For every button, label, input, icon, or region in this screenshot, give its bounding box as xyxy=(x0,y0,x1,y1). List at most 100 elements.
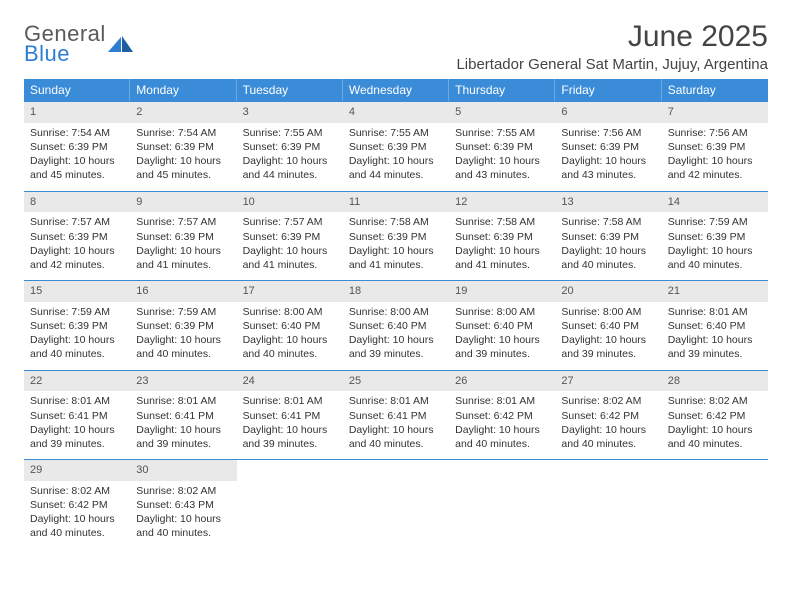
sunrise-text: Sunrise: 7:56 AM xyxy=(668,126,762,140)
day-body: Sunrise: 8:01 AMSunset: 6:41 PMDaylight:… xyxy=(343,394,449,451)
sail-icon xyxy=(108,34,134,54)
sunrise-text: Sunrise: 7:55 AM xyxy=(455,126,549,140)
daylight-text: Daylight: 10 hours xyxy=(561,423,655,437)
brand-name: General Blue xyxy=(24,24,106,64)
day-number: 12 xyxy=(449,192,555,213)
daylight-text: and 39 minutes. xyxy=(30,437,124,451)
daylight-text: and 39 minutes. xyxy=(243,437,337,451)
weekday-header: Wednesday xyxy=(343,79,449,101)
sunrise-text: Sunrise: 7:57 AM xyxy=(136,215,230,229)
sunrise-text: Sunrise: 7:55 AM xyxy=(349,126,443,140)
day-body: Sunrise: 7:59 AMSunset: 6:39 PMDaylight:… xyxy=(130,305,236,362)
sunrise-text: Sunrise: 7:58 AM xyxy=(455,215,549,229)
daylight-text: and 42 minutes. xyxy=(30,258,124,272)
sunrise-text: Sunrise: 8:00 AM xyxy=(349,305,443,319)
day-body: Sunrise: 7:57 AMSunset: 6:39 PMDaylight:… xyxy=(237,215,343,272)
daylight-text: and 40 minutes. xyxy=(30,526,124,540)
sunrise-text: Sunrise: 7:58 AM xyxy=(561,215,655,229)
day-body: Sunrise: 8:00 AMSunset: 6:40 PMDaylight:… xyxy=(237,305,343,362)
sunset-text: Sunset: 6:39 PM xyxy=(30,230,124,244)
day-number: 20 xyxy=(555,281,661,302)
daylight-text: and 40 minutes. xyxy=(668,437,762,451)
day-cell xyxy=(555,460,661,549)
sunrise-text: Sunrise: 7:57 AM xyxy=(243,215,337,229)
day-number: 14 xyxy=(662,192,768,213)
daylight-text: Daylight: 10 hours xyxy=(349,333,443,347)
daylight-text: Daylight: 10 hours xyxy=(30,512,124,526)
day-cell: 1Sunrise: 7:54 AMSunset: 6:39 PMDaylight… xyxy=(24,102,130,191)
weekday-header: Thursday xyxy=(449,79,555,101)
sunrise-text: Sunrise: 8:01 AM xyxy=(30,394,124,408)
day-cell: 29Sunrise: 8:02 AMSunset: 6:42 PMDayligh… xyxy=(24,460,130,549)
daylight-text: and 39 minutes. xyxy=(561,347,655,361)
sunset-text: Sunset: 6:39 PM xyxy=(561,140,655,154)
daylight-text: and 39 minutes. xyxy=(136,437,230,451)
daylight-text: Daylight: 10 hours xyxy=(30,244,124,258)
day-cell: 25Sunrise: 8:01 AMSunset: 6:41 PMDayligh… xyxy=(343,371,449,460)
day-body: Sunrise: 7:55 AMSunset: 6:39 PMDaylight:… xyxy=(449,126,555,183)
day-body: Sunrise: 8:02 AMSunset: 6:42 PMDaylight:… xyxy=(662,394,768,451)
daylight-text: Daylight: 10 hours xyxy=(30,154,124,168)
day-body: Sunrise: 7:55 AMSunset: 6:39 PMDaylight:… xyxy=(237,126,343,183)
day-cell: 22Sunrise: 8:01 AMSunset: 6:41 PMDayligh… xyxy=(24,371,130,460)
day-cell: 12Sunrise: 7:58 AMSunset: 6:39 PMDayligh… xyxy=(449,192,555,281)
daylight-text: Daylight: 10 hours xyxy=(455,333,549,347)
day-body: Sunrise: 7:57 AMSunset: 6:39 PMDaylight:… xyxy=(130,215,236,272)
sunrise-text: Sunrise: 8:01 AM xyxy=(455,394,549,408)
sunrise-text: Sunrise: 8:02 AM xyxy=(136,484,230,498)
week-row: 8Sunrise: 7:57 AMSunset: 6:39 PMDaylight… xyxy=(24,191,768,281)
daylight-text: Daylight: 10 hours xyxy=(136,423,230,437)
sunset-text: Sunset: 6:39 PM xyxy=(455,230,549,244)
sunset-text: Sunset: 6:41 PM xyxy=(243,409,337,423)
day-body: Sunrise: 7:58 AMSunset: 6:39 PMDaylight:… xyxy=(449,215,555,272)
sunset-text: Sunset: 6:39 PM xyxy=(243,140,337,154)
day-number: 4 xyxy=(343,102,449,123)
daylight-text: and 41 minutes. xyxy=(243,258,337,272)
day-number: 7 xyxy=(662,102,768,123)
day-cell xyxy=(449,460,555,549)
daylight-text: Daylight: 10 hours xyxy=(136,512,230,526)
day-cell: 13Sunrise: 7:58 AMSunset: 6:39 PMDayligh… xyxy=(555,192,661,281)
day-cell: 16Sunrise: 7:59 AMSunset: 6:39 PMDayligh… xyxy=(130,281,236,370)
week-row: 1Sunrise: 7:54 AMSunset: 6:39 PMDaylight… xyxy=(24,101,768,191)
day-cell: 27Sunrise: 8:02 AMSunset: 6:42 PMDayligh… xyxy=(555,371,661,460)
daylight-text: Daylight: 10 hours xyxy=(349,244,443,258)
sunrise-text: Sunrise: 8:00 AM xyxy=(561,305,655,319)
daylight-text: Daylight: 10 hours xyxy=(668,423,762,437)
day-number: 17 xyxy=(237,281,343,302)
day-number: 30 xyxy=(130,460,236,481)
daylight-text: and 39 minutes. xyxy=(668,347,762,361)
daylight-text: Daylight: 10 hours xyxy=(243,154,337,168)
daylight-text: Daylight: 10 hours xyxy=(455,244,549,258)
day-body: Sunrise: 7:54 AMSunset: 6:39 PMDaylight:… xyxy=(24,126,130,183)
weekday-header-row: SundayMondayTuesdayWednesdayThursdayFrid… xyxy=(24,79,768,101)
sunset-text: Sunset: 6:39 PM xyxy=(243,230,337,244)
sunrise-text: Sunrise: 8:00 AM xyxy=(243,305,337,319)
day-body: Sunrise: 8:02 AMSunset: 6:43 PMDaylight:… xyxy=(130,484,236,541)
daylight-text: and 39 minutes. xyxy=(455,347,549,361)
day-number: 11 xyxy=(343,192,449,213)
day-cell xyxy=(662,460,768,549)
day-cell: 21Sunrise: 8:01 AMSunset: 6:40 PMDayligh… xyxy=(662,281,768,370)
sunset-text: Sunset: 6:39 PM xyxy=(668,140,762,154)
day-body: Sunrise: 7:57 AMSunset: 6:39 PMDaylight:… xyxy=(24,215,130,272)
day-number: 27 xyxy=(555,371,661,392)
day-number: 24 xyxy=(237,371,343,392)
day-body: Sunrise: 8:01 AMSunset: 6:41 PMDaylight:… xyxy=(237,394,343,451)
sunrise-text: Sunrise: 7:56 AM xyxy=(561,126,655,140)
day-body: Sunrise: 8:01 AMSunset: 6:42 PMDaylight:… xyxy=(449,394,555,451)
day-number: 19 xyxy=(449,281,555,302)
daylight-text: Daylight: 10 hours xyxy=(243,244,337,258)
sunrise-text: Sunrise: 7:59 AM xyxy=(30,305,124,319)
day-number: 13 xyxy=(555,192,661,213)
sunset-text: Sunset: 6:43 PM xyxy=(136,498,230,512)
day-body: Sunrise: 7:58 AMSunset: 6:39 PMDaylight:… xyxy=(343,215,449,272)
daylight-text: and 40 minutes. xyxy=(349,437,443,451)
day-cell: 23Sunrise: 8:01 AMSunset: 6:41 PMDayligh… xyxy=(130,371,236,460)
day-body: Sunrise: 7:56 AMSunset: 6:39 PMDaylight:… xyxy=(662,126,768,183)
day-cell xyxy=(343,460,449,549)
day-body: Sunrise: 8:01 AMSunset: 6:41 PMDaylight:… xyxy=(130,394,236,451)
week-row: 29Sunrise: 8:02 AMSunset: 6:42 PMDayligh… xyxy=(24,459,768,549)
daylight-text: and 40 minutes. xyxy=(455,437,549,451)
sunrise-text: Sunrise: 7:58 AM xyxy=(349,215,443,229)
